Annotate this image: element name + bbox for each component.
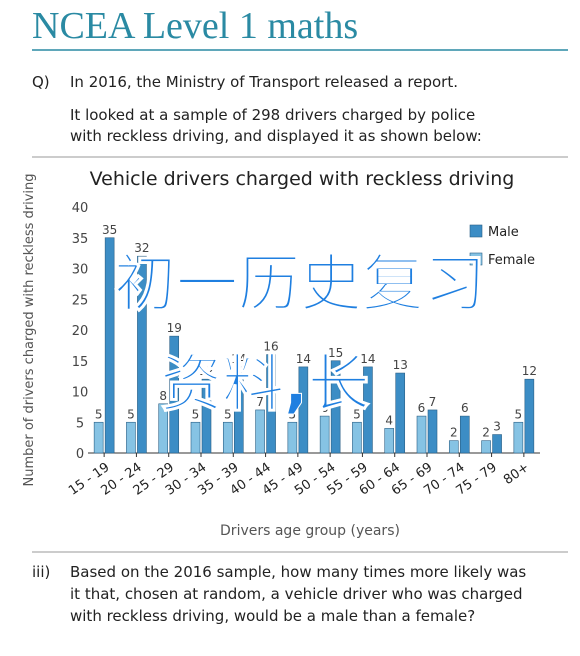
value-label: 5 bbox=[95, 407, 103, 421]
value-label: 35 bbox=[102, 223, 117, 237]
y-tick-label: 40 bbox=[72, 201, 89, 216]
bar bbox=[492, 434, 502, 454]
bar bbox=[222, 421, 233, 454]
value-label: 5 bbox=[192, 407, 200, 421]
bar bbox=[287, 421, 298, 454]
watermark: 初一历史复习 bbox=[114, 247, 486, 320]
y-tick-label: 10 bbox=[72, 386, 89, 401]
value-label: 7 bbox=[429, 395, 437, 409]
bar bbox=[233, 366, 244, 454]
part-line: it that, chosen at random, a vehicle dri… bbox=[70, 585, 523, 603]
bar bbox=[266, 354, 276, 454]
value-label: 5 bbox=[127, 407, 135, 421]
bar bbox=[158, 403, 169, 454]
bar bbox=[513, 421, 524, 454]
y-tick-label: 30 bbox=[72, 263, 89, 278]
y-tick-label: 0 bbox=[76, 447, 84, 462]
bar bbox=[126, 421, 136, 454]
value-label: 5 bbox=[224, 407, 232, 421]
y-axis-title: Number of drivers charged with reckless … bbox=[22, 173, 37, 486]
bar bbox=[201, 378, 212, 454]
y-tick-label: 5 bbox=[76, 416, 84, 431]
part-line: with reckless driving, would be a male t… bbox=[70, 607, 475, 625]
bar bbox=[384, 428, 395, 454]
part-line: Based on the 2016 sample, how many times… bbox=[70, 563, 526, 581]
bar bbox=[137, 255, 147, 454]
bar bbox=[416, 415, 427, 454]
bar bbox=[169, 335, 180, 454]
bar bbox=[93, 421, 104, 454]
header-title: NCEA Level 1 maths bbox=[32, 5, 358, 47]
bar bbox=[448, 440, 459, 454]
bar bbox=[427, 409, 438, 454]
value-label: 7 bbox=[256, 395, 264, 409]
bar bbox=[459, 415, 470, 454]
value-label: 8 bbox=[159, 389, 167, 403]
bar bbox=[352, 421, 362, 454]
question-line: It looked at a sample of 298 drivers cha… bbox=[70, 106, 475, 124]
value-label: 12 bbox=[199, 364, 214, 378]
bar bbox=[319, 415, 330, 454]
question-label: Q) bbox=[32, 73, 50, 91]
bar bbox=[298, 366, 309, 454]
value-label: 6 bbox=[321, 401, 329, 415]
legend-swatch bbox=[469, 252, 483, 266]
value-label: 13 bbox=[393, 358, 408, 372]
value-label: 19 bbox=[167, 321, 182, 335]
value-label: 32 bbox=[134, 241, 149, 255]
bar bbox=[524, 378, 535, 454]
value-label: 14 bbox=[296, 352, 311, 366]
value-label: 5 bbox=[353, 407, 361, 421]
y-tick-label: 20 bbox=[72, 324, 89, 339]
legend-label: Male bbox=[488, 225, 519, 240]
value-label: 3 bbox=[493, 420, 501, 434]
chart-title: Vehicle drivers charged with reckless dr… bbox=[90, 168, 515, 190]
value-label: 14 bbox=[231, 352, 246, 366]
bar bbox=[481, 440, 491, 454]
bar bbox=[395, 372, 406, 454]
bar bbox=[190, 421, 201, 454]
value-label: 15 bbox=[328, 346, 343, 360]
legend-label: Female bbox=[488, 253, 535, 268]
value-label: 4 bbox=[385, 413, 393, 427]
value-label: 2 bbox=[450, 426, 458, 440]
value-label: 6 bbox=[418, 401, 426, 415]
value-label: 12 bbox=[522, 364, 537, 378]
y-tick-label: 25 bbox=[72, 293, 89, 308]
bar bbox=[363, 366, 373, 454]
value-label: 5 bbox=[289, 407, 297, 421]
bar bbox=[104, 237, 115, 454]
x-axis-title: Drivers age group (years) bbox=[220, 523, 400, 539]
question-line: In 2016, the Ministry of Transport relea… bbox=[70, 73, 458, 91]
value-label: 14 bbox=[360, 352, 375, 366]
y-tick-label: 35 bbox=[72, 232, 89, 247]
watermark: 资料,长 bbox=[160, 347, 370, 420]
value-label: 2 bbox=[482, 426, 490, 440]
value-label: 6 bbox=[461, 401, 469, 415]
y-tick-label: 15 bbox=[72, 355, 89, 370]
value-label: 16 bbox=[263, 340, 278, 354]
value-label: 5 bbox=[515, 407, 523, 421]
part-label: iii) bbox=[32, 563, 50, 581]
question-line: with reckless driving, and displayed it … bbox=[70, 127, 482, 145]
bar bbox=[255, 409, 265, 454]
bar bbox=[330, 360, 341, 454]
legend-swatch bbox=[469, 224, 483, 238]
